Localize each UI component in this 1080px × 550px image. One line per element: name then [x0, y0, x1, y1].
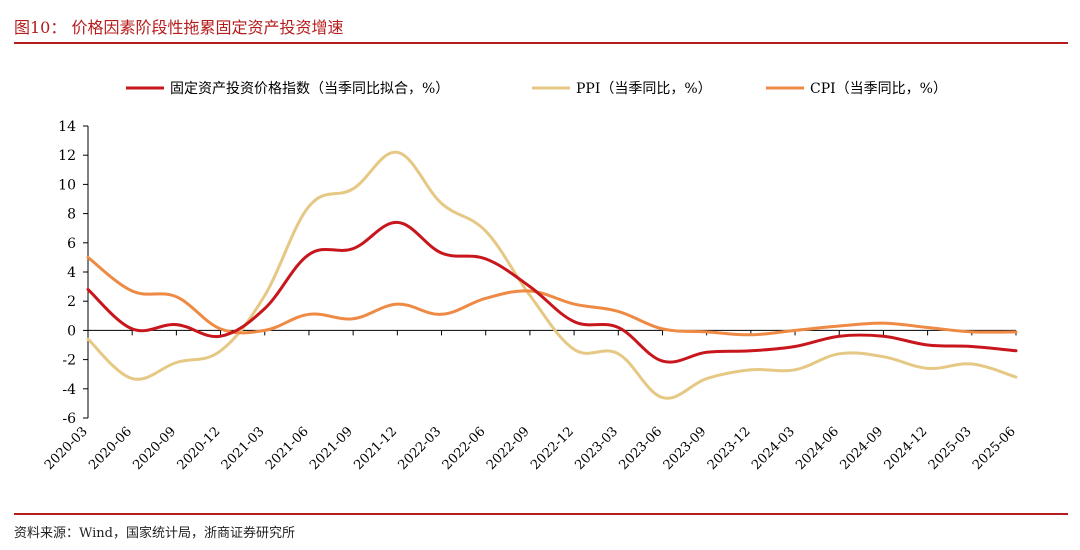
x-tick-label: 2024-12 — [882, 424, 931, 473]
x-tick-label: 2023-09 — [661, 424, 710, 473]
y-tick-label: 6 — [67, 236, 76, 252]
y-tick-label: -6 — [62, 411, 76, 427]
y-tick-label: 4 — [67, 265, 76, 281]
x-tick-label: 2021-03 — [219, 424, 268, 473]
x-tick-label: 2021-09 — [307, 424, 356, 473]
x-tick-label: 2025-06 — [970, 424, 1019, 473]
y-tick-label: 2 — [67, 294, 76, 310]
series-line-investment-price-index — [86, 220, 1018, 364]
series-line-cpi — [86, 255, 1018, 337]
source-divider — [14, 513, 1068, 515]
x-tick-label: 2023-06 — [616, 424, 665, 473]
chart-legend: 固定资产投资价格指数（当季同比拟合，%） PPI（当季同比，%） CPI（当季同比，… — [126, 81, 947, 97]
x-tick-label: 2024-03 — [749, 424, 798, 473]
source-note: 资料来源：Wind，国家统计局，浙商证券研究所 — [14, 526, 295, 541]
x-tick-label: 2020-09 — [130, 424, 179, 473]
figure-title: 图10： 价格因素阶段性拖累固定资产投资增速 — [14, 18, 344, 37]
legend-item-investment-price-index: 固定资产投资价格指数（当季同比拟合，%） — [126, 81, 449, 97]
x-tick-label: 2024-09 — [837, 424, 886, 473]
x-tick-label: 2022-06 — [440, 424, 489, 473]
y-tick-label: 0 — [67, 323, 76, 339]
x-tick-label: 2020-06 — [86, 424, 135, 473]
x-tick-label: 2024-06 — [793, 424, 842, 473]
x-axis: 2020-032020-062020-092020-122021-032021-… — [42, 329, 1019, 473]
y-tick-label: 10 — [58, 177, 76, 193]
legend-label: CPI（当季同比，%） — [810, 81, 947, 97]
y-tick-label: -2 — [62, 353, 76, 369]
x-tick-label: 2023-03 — [572, 424, 621, 473]
legend-item-cpi: CPI（当季同比，%） — [766, 81, 947, 97]
x-tick-label: 2025-03 — [926, 424, 975, 473]
x-tick-label: 2021-06 — [263, 424, 312, 473]
x-tick-label: 2021-12 — [351, 424, 400, 473]
y-tick-label: 12 — [58, 148, 76, 164]
x-tick-label: 2022-12 — [528, 424, 577, 473]
x-tick-label: 2020-03 — [42, 424, 91, 473]
y-tick-label: 8 — [67, 207, 76, 223]
x-tick-label: 2022-03 — [396, 424, 445, 473]
title-divider — [14, 42, 1068, 44]
y-tick-label: -4 — [62, 382, 76, 398]
line-chart: 固定资产投资价格指数（当季同比拟合，%） PPI（当季同比，%） CPI（当季同比，… — [42, 81, 1019, 473]
legend-label: 固定资产投资价格指数（当季同比拟合，%） — [170, 81, 449, 97]
y-axis: 14 12 10 8 6 4 2 0 -2 -4 -6 — [58, 119, 89, 427]
legend-label: PPI（当季同比，%） — [576, 81, 712, 97]
y-tick-label: 14 — [58, 119, 76, 135]
x-tick-label: 2023-12 — [705, 424, 754, 473]
legend-item-ppi: PPI（当季同比，%） — [532, 81, 712, 97]
x-tick-label: 2020-12 — [175, 424, 224, 473]
x-tick-label: 2022-09 — [484, 424, 533, 473]
series-lines — [86, 150, 1018, 400]
series-line-ppi — [86, 150, 1018, 400]
